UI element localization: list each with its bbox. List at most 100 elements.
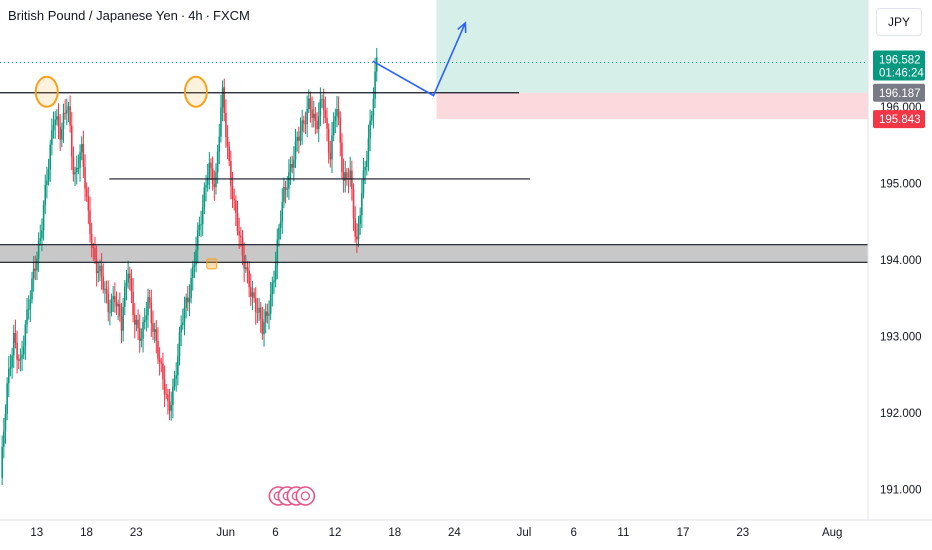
time-tick-label: 23 (130, 527, 143, 539)
candle-body (180, 325, 182, 333)
candle-body (273, 280, 275, 283)
candle-body (334, 115, 337, 121)
candle-body (321, 99, 323, 101)
candle-body (152, 323, 154, 332)
candle-body (289, 164, 292, 173)
economic-event-icon (295, 486, 316, 506)
currency-button[interactable]: JPY (876, 8, 922, 36)
candle-body (37, 240, 40, 259)
candle-body (298, 136, 300, 141)
candle-body (216, 151, 219, 173)
candle-body (228, 146, 231, 162)
candle-body (32, 268, 35, 279)
current-price-value: 196.582 (879, 55, 921, 67)
time-tick-label: Jun (216, 527, 235, 539)
candle-body (253, 292, 255, 298)
candle-body (306, 109, 308, 124)
candle-body (61, 129, 63, 140)
candle-body (99, 265, 101, 272)
chart-title: British Pound / Japanese Yen · 4h · FXCM (8, 8, 250, 23)
candle-body (249, 287, 252, 297)
time-tick-label: 18 (388, 527, 401, 539)
time-tick-label: 6 (272, 527, 278, 539)
candle-body (4, 413, 7, 432)
candle-body (281, 201, 284, 222)
candle-body (314, 113, 317, 121)
candle-body (24, 324, 27, 347)
candle-body (105, 288, 108, 294)
candle-body (44, 184, 47, 206)
candle-body (324, 110, 327, 119)
candle-body (206, 177, 209, 185)
time-tick-label: 6 (570, 527, 576, 539)
candle-body (188, 298, 191, 303)
candle-body (291, 164, 294, 168)
candle-body (361, 193, 363, 216)
candle-body (168, 401, 171, 411)
candle-body (266, 311, 269, 316)
projection-arrow[interactable] (372, 21, 467, 97)
candle-body (31, 278, 33, 300)
candle-body (47, 169, 50, 181)
candle-body (220, 107, 222, 137)
candle-body (12, 333, 15, 356)
candle-body (301, 120, 303, 132)
candle-body (200, 224, 202, 226)
candle-body (137, 319, 139, 329)
candle-body (322, 99, 325, 111)
candle-body (346, 172, 348, 179)
candle-countdown: 01:46:24 (879, 68, 924, 80)
candle-body (317, 115, 320, 130)
candle-body (271, 282, 274, 295)
candle-body (100, 265, 103, 277)
title-separator-2: · (205, 8, 211, 23)
candle-body (177, 356, 179, 376)
candle-body (145, 315, 148, 321)
candle-body (359, 215, 361, 224)
candle-body (198, 224, 201, 230)
candle-body (210, 162, 212, 169)
support-band (0, 244, 868, 263)
position-zones (0, 0, 868, 120)
candle-body (170, 405, 173, 411)
interval-label[interactable]: 4h (188, 8, 203, 23)
candle-body (182, 322, 184, 326)
candle-body (124, 286, 126, 307)
candle-body (97, 271, 100, 274)
candle-body (364, 166, 366, 171)
candle-body (203, 187, 206, 207)
candle-body (341, 142, 343, 173)
candle-body (173, 378, 176, 387)
candle-body (279, 221, 282, 228)
candle-body (110, 299, 113, 312)
candle-body (309, 98, 312, 110)
candle-body (104, 288, 106, 290)
candle-body (240, 235, 242, 238)
horizontal-lines[interactable] (0, 92, 868, 263)
candle-body (357, 223, 360, 240)
candle-body (274, 265, 277, 281)
time-tick-label: 18 (80, 527, 93, 539)
candle-body (62, 112, 65, 130)
price-tick-label: 191.000 (880, 484, 922, 496)
time-axis[interactable]: 13 18 23 Jun 6 12 18 24 Jul 6 11 17 23 Aug (30, 527, 842, 539)
price-axis[interactable]: 191.000192.000193.000194.000195.000196.0… (880, 102, 922, 496)
time-tick-label: 23 (736, 527, 749, 539)
candle-body (9, 367, 12, 369)
symbol-name[interactable]: British Pound / Japanese Yen (8, 8, 178, 23)
candle-body (79, 152, 81, 168)
candle-body (46, 180, 48, 185)
candle-body (251, 292, 254, 297)
candle-body (57, 116, 60, 127)
candle-body (158, 358, 161, 363)
candle-body (336, 109, 338, 116)
event-icons[interactable] (268, 486, 316, 506)
candle-body (34, 268, 37, 271)
candle-body (64, 112, 66, 114)
candle-body (329, 152, 332, 160)
candle-body (54, 119, 56, 126)
candle-body (299, 131, 302, 141)
candle-body (248, 270, 250, 288)
